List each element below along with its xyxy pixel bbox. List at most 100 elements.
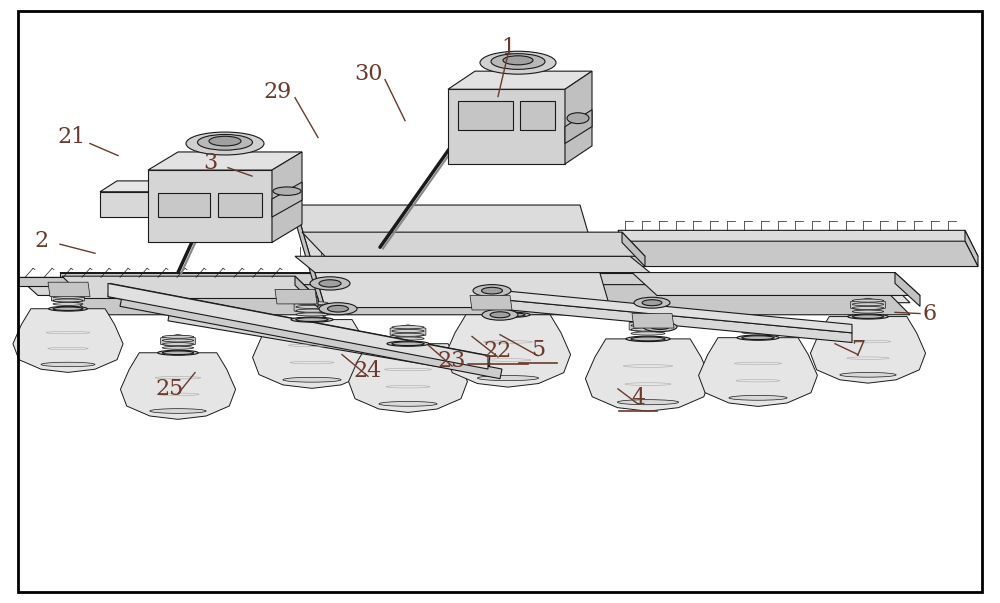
Text: 22: 22 [484, 340, 512, 362]
Ellipse shape [392, 329, 424, 332]
Polygon shape [448, 71, 592, 89]
Ellipse shape [848, 314, 888, 319]
Polygon shape [275, 289, 317, 304]
Bar [158, 193, 210, 217]
Text: 7: 7 [851, 339, 865, 361]
Ellipse shape [392, 326, 424, 329]
Ellipse shape [392, 333, 424, 336]
Polygon shape [168, 309, 490, 375]
Polygon shape [108, 283, 490, 369]
Ellipse shape [392, 337, 424, 340]
Ellipse shape [852, 306, 884, 309]
Polygon shape [18, 277, 295, 286]
Ellipse shape [643, 322, 677, 332]
Ellipse shape [291, 317, 333, 322]
Text: 24: 24 [354, 360, 382, 382]
Ellipse shape [296, 305, 328, 308]
Text: 6: 6 [923, 303, 937, 324]
Polygon shape [302, 232, 645, 256]
Polygon shape [100, 192, 155, 217]
Ellipse shape [162, 346, 194, 349]
Polygon shape [851, 298, 885, 312]
Ellipse shape [53, 295, 83, 298]
Text: 30: 30 [354, 63, 382, 84]
Ellipse shape [41, 362, 95, 367]
Ellipse shape [729, 396, 787, 400]
Ellipse shape [296, 302, 328, 305]
Ellipse shape [626, 336, 670, 341]
Ellipse shape [852, 299, 884, 302]
Polygon shape [48, 282, 90, 297]
Polygon shape [100, 181, 172, 192]
Text: 3: 3 [203, 152, 217, 174]
Text: 21: 21 [58, 127, 86, 148]
Polygon shape [294, 301, 330, 314]
Ellipse shape [162, 339, 194, 342]
Ellipse shape [840, 373, 896, 377]
Ellipse shape [642, 300, 662, 306]
Ellipse shape [283, 377, 341, 382]
Ellipse shape [742, 331, 774, 334]
Polygon shape [622, 232, 645, 267]
Ellipse shape [491, 54, 545, 69]
Polygon shape [618, 241, 978, 267]
Ellipse shape [631, 320, 665, 323]
Polygon shape [565, 71, 592, 164]
Polygon shape [120, 297, 502, 379]
Polygon shape [148, 152, 302, 170]
Ellipse shape [477, 376, 539, 380]
Ellipse shape [319, 303, 357, 315]
Ellipse shape [49, 306, 87, 311]
Ellipse shape [273, 187, 301, 195]
Polygon shape [120, 353, 236, 419]
Ellipse shape [651, 324, 669, 329]
Ellipse shape [296, 318, 328, 321]
Ellipse shape [162, 351, 194, 355]
Polygon shape [148, 170, 272, 242]
Ellipse shape [634, 297, 670, 308]
Polygon shape [155, 181, 172, 217]
Ellipse shape [379, 402, 437, 406]
Ellipse shape [737, 335, 779, 340]
Ellipse shape [162, 343, 194, 346]
Ellipse shape [319, 280, 341, 287]
Ellipse shape [198, 134, 252, 150]
Ellipse shape [491, 308, 525, 311]
Polygon shape [349, 344, 467, 412]
Ellipse shape [310, 277, 350, 290]
Polygon shape [295, 205, 325, 323]
Ellipse shape [158, 350, 198, 355]
Polygon shape [629, 319, 667, 333]
Polygon shape [62, 276, 318, 298]
Ellipse shape [480, 51, 556, 74]
Text: 29: 29 [264, 81, 292, 103]
Text: 1: 1 [501, 37, 515, 59]
Polygon shape [585, 339, 711, 411]
Polygon shape [632, 314, 674, 328]
Polygon shape [272, 182, 302, 217]
Ellipse shape [852, 315, 884, 318]
Polygon shape [13, 309, 123, 373]
Polygon shape [51, 291, 85, 304]
Ellipse shape [567, 113, 589, 124]
Text: 23: 23 [438, 350, 466, 371]
Polygon shape [565, 110, 592, 144]
Ellipse shape [486, 312, 530, 317]
Ellipse shape [53, 307, 83, 311]
Ellipse shape [387, 341, 429, 346]
Text: 5: 5 [531, 339, 545, 361]
Ellipse shape [631, 328, 665, 331]
Bar [218, 193, 262, 217]
Ellipse shape [742, 327, 774, 330]
Ellipse shape [296, 309, 328, 312]
Bar [458, 101, 513, 130]
Text: 4: 4 [631, 387, 645, 409]
Polygon shape [295, 256, 650, 273]
Polygon shape [60, 285, 910, 315]
Ellipse shape [631, 332, 665, 335]
Polygon shape [445, 315, 571, 387]
Ellipse shape [392, 342, 424, 346]
Polygon shape [490, 289, 852, 333]
Polygon shape [390, 325, 426, 338]
Ellipse shape [852, 310, 884, 313]
